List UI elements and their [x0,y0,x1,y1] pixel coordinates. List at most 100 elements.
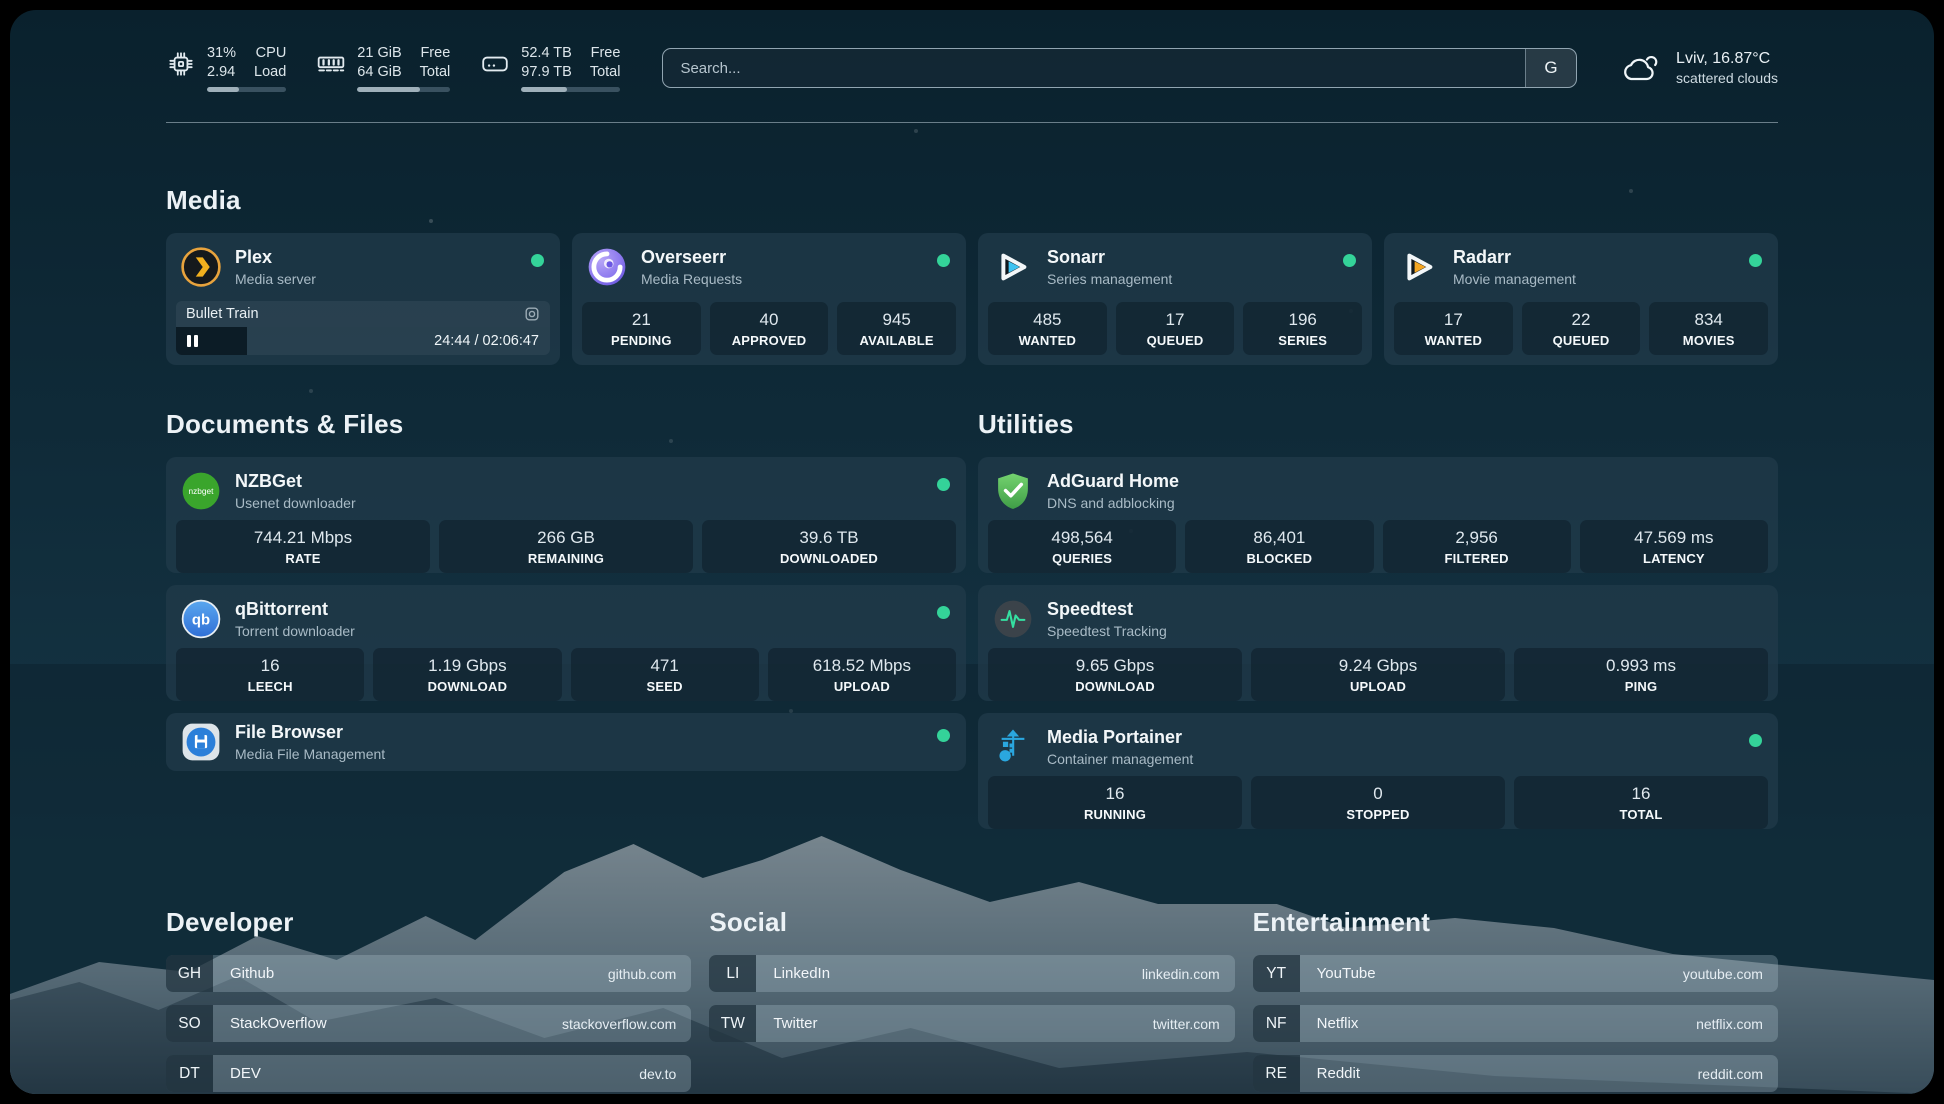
sonarr-icon [1001,253,1027,281]
stat-wanted: 485 WANTED [988,302,1107,355]
disk-total-value: 97.9 TB [521,64,572,80]
adguard-icon [998,473,1028,509]
scattered-clouds-icon [1624,55,1658,81]
status-dot [531,254,544,267]
service-card-radarr[interactable]: Radarr Movie management 17 WANTED 22 QUE… [1384,233,1778,365]
service-subtitle: Media File Management [235,746,386,762]
plex-icon [181,247,221,287]
disk-free-value: 52.4 TB [521,44,572,61]
disk-free-label: Free [590,44,621,61]
bookmark-url: youtube.com [1682,965,1763,982]
service-card-overseerr[interactable]: Overseerr Media Requests 21 PENDING 40 A… [572,233,966,365]
bookmark-name: Twitter [773,1015,818,1032]
memory-resource-widget: 21 GiB 64 GiB Free Total [316,44,451,93]
memory-total-label: Total [419,64,451,80]
service-title: File Browser [235,722,344,742]
section-title-entertainment: Entertainment [1252,907,1431,937]
stat-downloaded: 39.6 TB DOWNLOADED [702,520,956,573]
bookmark-abbr: GH [166,955,213,992]
session-icon[interactable] [524,306,540,322]
dashboard-screen: 31% 2.94 CPU Load [10,10,1934,1094]
disk-resource-widget: 52.4 TB 97.9 TB Free Total [480,44,621,93]
section-title-developer: Developer [166,907,294,937]
stat-running: 16 RUNNING [988,776,1242,829]
stat-stopped: 0 STOPPED [1251,776,1505,829]
service-title: Sonarr [1047,247,1106,267]
status-dot [1749,254,1762,267]
bookmark-abbr: RE [1252,1055,1300,1092]
service-card-plex[interactable]: Plex Media server Bullet Train [166,233,560,365]
bookmark-stackoverflow[interactable]: SO StackOverflow stackoverflow.com [166,1005,692,1042]
section-title-utilities: Utilities [978,409,1074,439]
search-provider-button[interactable]: G [1525,49,1577,87]
playback-progress-bar: 24:44 / 02:06:47 [176,327,550,355]
disk-progress-bar [521,87,621,93]
stat-series: 196 SERIES [1243,302,1363,355]
top-bar: 31% 2.94 CPU Load [166,10,1778,96]
qbittorrent-icon: qb [181,599,221,639]
service-title: qBittorrent [235,599,328,619]
section-title-documents: Documents & Files [166,409,404,439]
stat-approved: 40 APPROVED [709,302,829,355]
service-card-speedtest[interactable]: Speedtest Speedtest Tracking 9.65 Gbps D… [978,585,1778,701]
memory-progress-bar [357,87,451,93]
bookmark-youtube[interactable]: YT YouTube youtube.com [1252,955,1778,992]
service-title: Media Portainer [1047,727,1183,747]
status-dot [937,254,950,267]
status-dot [937,729,950,742]
weather-condition: scattered clouds [1676,70,1778,86]
bookmark-linkedin[interactable]: LI LinkedIn linkedin.com [709,955,1235,992]
stat-total: 16 TOTAL [1514,776,1768,829]
cpu-progress-bar [207,87,287,93]
stat-latency: 47.569 ms LATENCY [1579,520,1768,573]
bookmark-dev[interactable]: DT DEV dev.to [166,1055,692,1092]
bookmark-url: github.com [607,965,677,982]
bookmark-abbr: NF [1252,1005,1300,1042]
now-playing-title: Bullet Train [186,306,259,322]
bookmark-netflix[interactable]: NF Netflix netflix.com [1252,1005,1778,1042]
svg-text:nzbget: nzbget [189,486,215,496]
pause-icon[interactable] [187,335,198,347]
service-title: AdGuard Home [1047,471,1180,491]
stat-remaining: 266 GB REMAINING [439,520,693,573]
bookmark-github[interactable]: GH Github github.com [166,955,692,992]
stat-queued: 22 QUEUED [1521,302,1641,355]
stat-upload: 9.24 Gbps UPLOAD [1251,648,1505,701]
bookmark-url: reddit.com [1697,1065,1763,1082]
cpu-load-label: Load [254,64,287,80]
service-card-filebrowser[interactable]: File Browser Media File Management [166,713,966,771]
service-subtitle: DNS and adblocking [1047,495,1175,511]
bookmark-abbr: DT [166,1055,213,1092]
section-title-media: Media [166,185,241,215]
mountain-background [10,664,1934,1094]
bookmark-name: StackOverflow [230,1015,327,1032]
bookmark-group-social: Social LI LinkedIn linkedin.com TW Twitt… [709,907,1235,1092]
service-card-sonarr[interactable]: Sonarr Series management 485 WANTED 17 Q… [978,233,1372,365]
search-input[interactable] [662,48,1578,88]
service-title: Overseerr [641,247,727,267]
status-dot [1343,254,1356,267]
bookmark-twitter[interactable]: TW Twitter twitter.com [709,1005,1235,1042]
filebrowser-icon [182,723,220,761]
bookmark-name: Netflix [1316,1015,1359,1032]
service-card-qbittorrent[interactable]: qb qBittorrent Torrent downloader 16 LEE… [166,585,966,701]
status-dot [937,478,950,491]
bookmark-url: netflix.com [1696,1015,1763,1032]
service-card-adguard[interactable]: AdGuard Home DNS and adblocking 498,564 … [978,457,1778,573]
section-utilities: Utilities AdGuard Home DNS [978,409,1778,841]
stat-pending: 21 PENDING [582,302,701,355]
bookmark-url: stackoverflow.com [561,1015,677,1032]
bookmark-abbr: TW [709,1005,757,1042]
service-subtitle: Container management [1047,751,1194,767]
stat-queries: 498,564 QUERIES [988,520,1177,573]
bookmark-name: DEV [230,1065,261,1082]
service-card-nzbget[interactable]: nzbget NZBGet Usenet downloader 744.21 M… [166,457,966,573]
service-card-portainer[interactable]: Media Portainer Container management 16 … [978,713,1778,829]
weather-location-temp: Lviv, 16.87°C [1676,50,1771,67]
stat-movies: 834 MOVIES [1649,302,1769,355]
header-divider [166,122,1778,123]
stat-filtered: 2,956 FILTERED [1382,520,1571,573]
bookmark-reddit[interactable]: RE Reddit reddit.com [1252,1055,1778,1092]
cpu-load-value: 2.94 [207,64,236,80]
bookmark-name: Github [230,965,275,982]
